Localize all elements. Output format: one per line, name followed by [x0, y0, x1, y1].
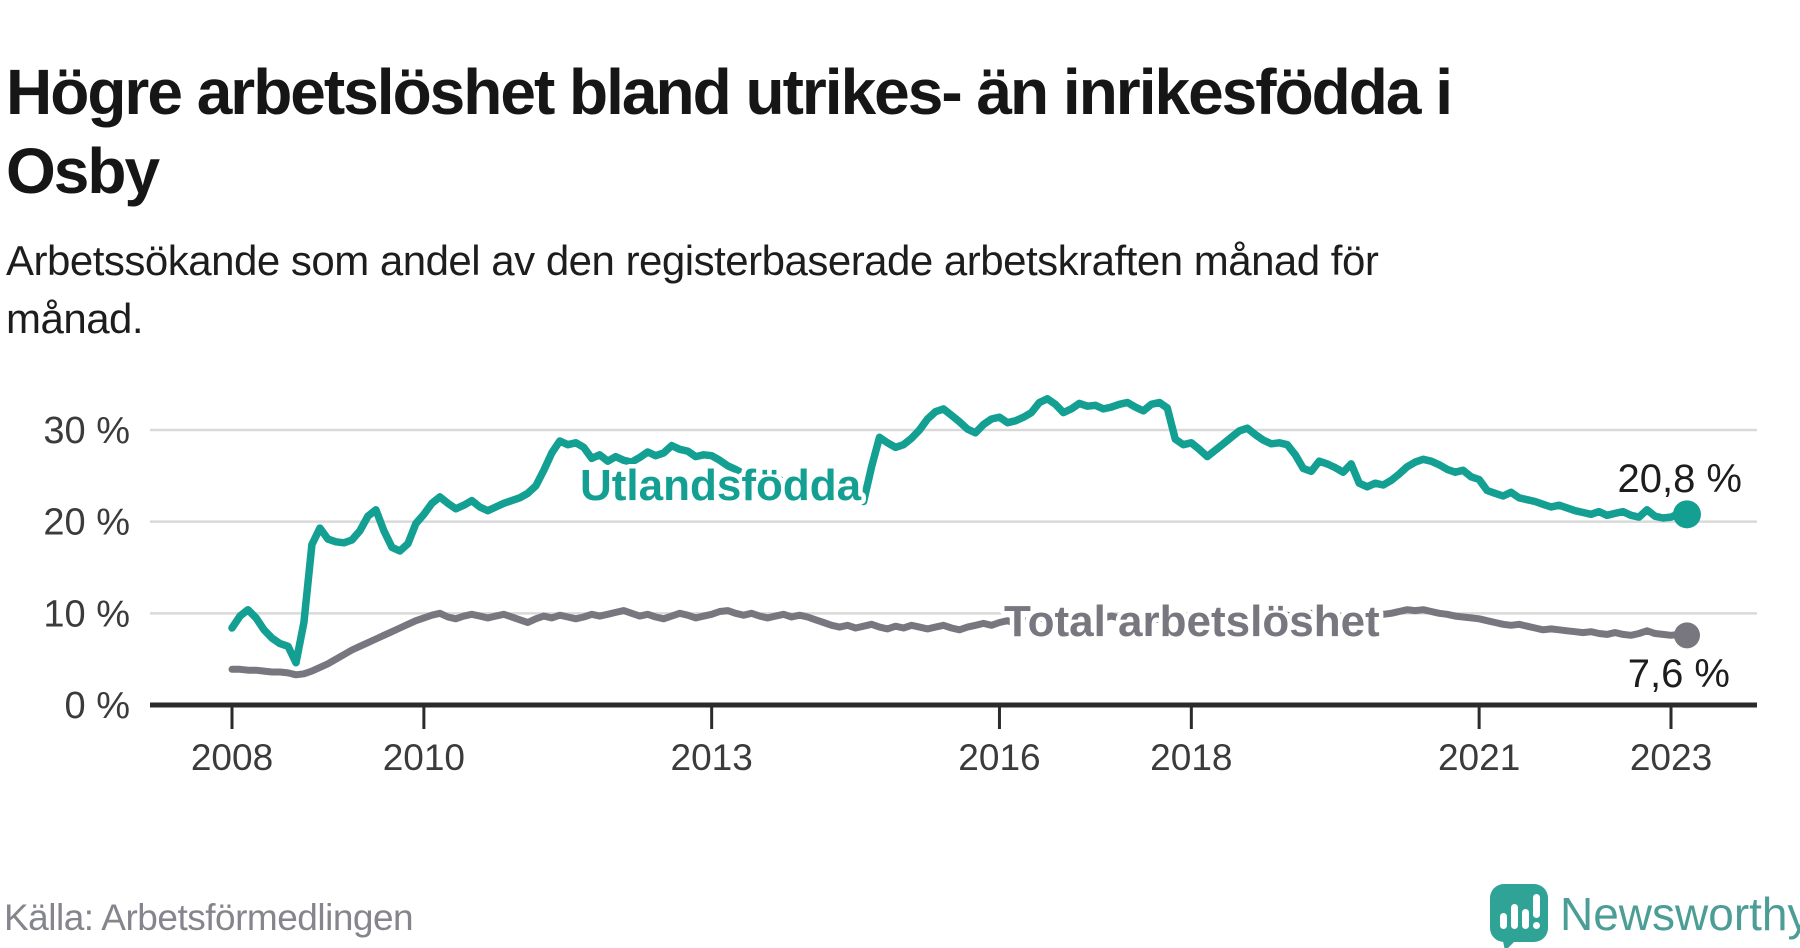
- series-line-utlandsfodda: [228, 395, 1691, 667]
- series-label-utlandsfodda: Utlandsfödda: [580, 461, 862, 510]
- series-line-total: [228, 606, 1691, 679]
- chart-subtitle-line-1: Arbetssökande som andel av den registerb…: [6, 237, 1379, 284]
- end-value-label-total: 7,6 %: [1628, 652, 1730, 696]
- chart-subtitle-line-2: månad.: [6, 295, 144, 342]
- chart-subtitle: Arbetssökande som andel av den registerb…: [6, 232, 1379, 348]
- y-tick-label-20: 20 %: [43, 502, 130, 544]
- x-tick-label-2010: 2010: [383, 737, 465, 778]
- page-title-line-2: Osby: [6, 134, 160, 207]
- page-title-line-1: Högre arbetslöshet bland utrikes- än inr…: [6, 55, 1453, 128]
- page-title: Högre arbetslöshet bland utrikes- än inr…: [6, 53, 1453, 211]
- end-value-label-utlandsfodda: 20,8 %: [1617, 457, 1742, 501]
- y-tick-label-10: 10 %: [43, 593, 130, 635]
- y-tick-label-30: 30 %: [43, 410, 130, 452]
- newsworthy-speech-bubble-barchart-icon: [1490, 884, 1548, 948]
- source-note: Källa: Arbetsförmedlingen: [4, 897, 414, 938]
- end-dot-utlandsfodda: [1672, 500, 1701, 529]
- x-tick-label-2023: 2023: [1630, 737, 1712, 778]
- x-tick-label-2016: 2016: [958, 737, 1040, 778]
- y-tick-label-0: 0 %: [65, 685, 130, 727]
- newsworthy-logo: Newsworthy: [1490, 884, 1800, 948]
- end-dot-total: [1673, 622, 1700, 649]
- brand-name: Newsworthy: [1560, 888, 1800, 940]
- x-tick-label-2018: 2018: [1150, 737, 1232, 778]
- x-tick-label-2008: 2008: [191, 737, 273, 778]
- series-label-total: Total arbetslöshet: [1004, 597, 1380, 646]
- x-tick-label-2021: 2021: [1438, 737, 1520, 778]
- x-tick-label-2013: 2013: [671, 737, 753, 778]
